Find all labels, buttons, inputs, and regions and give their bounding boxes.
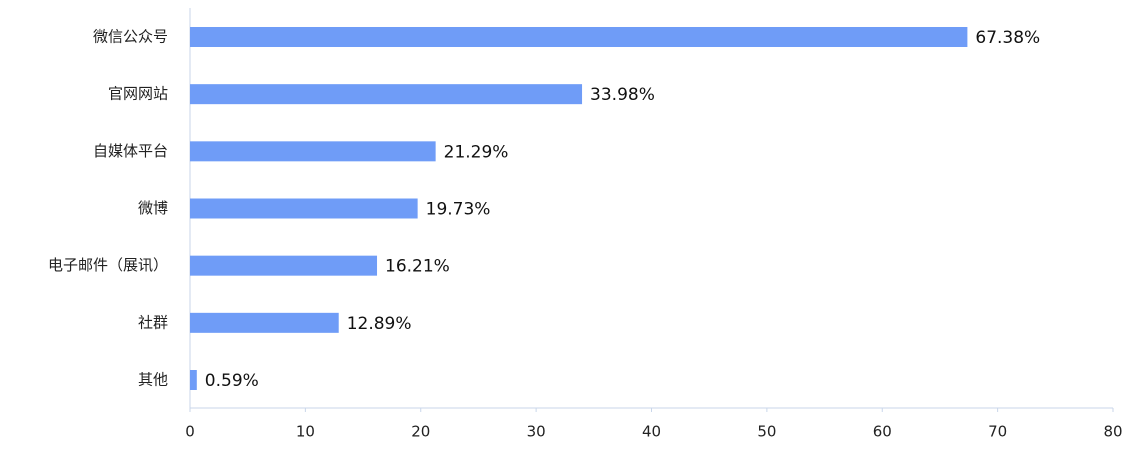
value-label: 12.89% xyxy=(347,314,412,334)
x-tick-label: 50 xyxy=(757,423,776,441)
value-label: 33.98% xyxy=(590,85,655,105)
value-label: 21.29% xyxy=(444,142,509,162)
x-tick-label: 30 xyxy=(527,423,546,441)
x-tick-label: 60 xyxy=(873,423,892,441)
value-label: 16.21% xyxy=(385,257,450,277)
x-tick-label: 10 xyxy=(296,423,315,441)
y-tick-label: 微博 xyxy=(138,199,168,217)
y-tick-label: 电子邮件（展讯） xyxy=(48,256,168,274)
bar xyxy=(190,312,339,333)
y-tick-label: 官网网站 xyxy=(108,85,168,103)
x-tick-label: 20 xyxy=(411,423,430,441)
y-tick-label: 微信公众号 xyxy=(93,28,168,46)
y-tick-label: 社群 xyxy=(138,313,168,331)
x-tick-label: 80 xyxy=(1103,423,1122,441)
bar xyxy=(190,255,378,276)
bar xyxy=(190,27,968,47)
value-label: 67.38% xyxy=(975,28,1040,48)
x-tick-label: 40 xyxy=(642,423,661,441)
y-tick-label: 自媒体平台 xyxy=(93,142,168,160)
value-label: 19.73% xyxy=(426,200,491,220)
bar xyxy=(190,370,197,390)
x-tick-label: 70 xyxy=(988,423,1007,441)
value-label: 0.59% xyxy=(205,371,259,391)
x-tick-label: 0 xyxy=(185,423,195,441)
bar xyxy=(190,141,436,162)
bar xyxy=(190,198,418,219)
y-tick-label: 其他 xyxy=(138,371,168,389)
bar xyxy=(190,84,583,105)
